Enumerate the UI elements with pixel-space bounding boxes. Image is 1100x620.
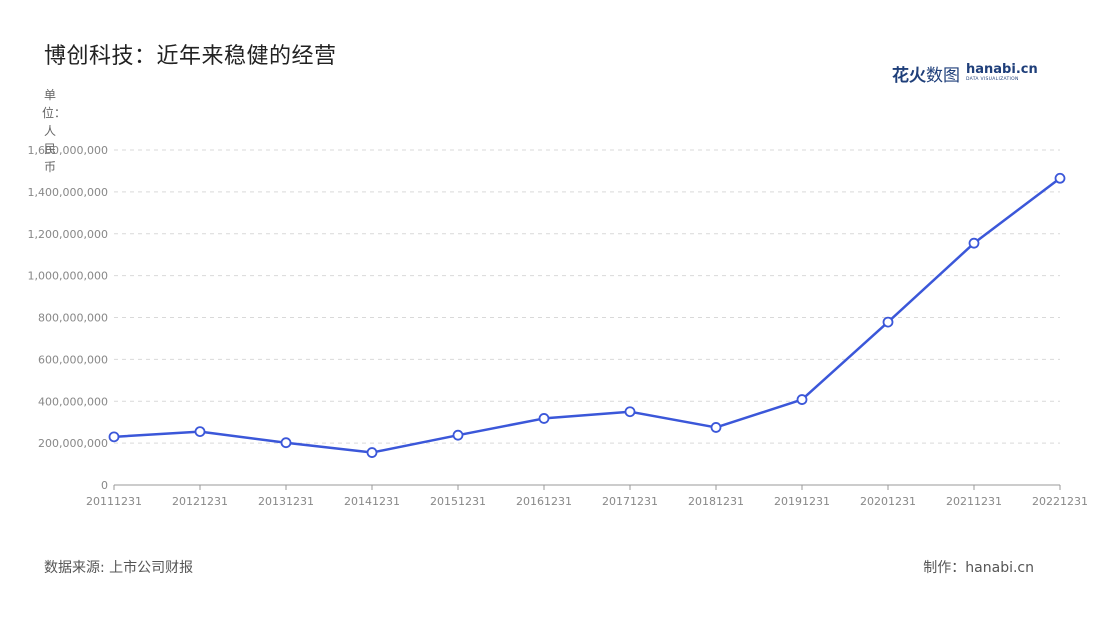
x-tick-label: 20131231 [258, 495, 314, 508]
series-line [113, 177, 1061, 454]
y-tick-label: 800,000,000 [38, 312, 108, 325]
x-tick-label: 20221231 [1032, 495, 1088, 508]
y-tick-label: 400,000,000 [38, 395, 108, 408]
y-tick-label: 1,200,000,000 [28, 228, 108, 241]
logo-en-sub: DATA VISUALIZATION [966, 77, 1019, 83]
data-point [1054, 172, 1066, 184]
y-axis-unit-label: 单位：人民币 [42, 88, 67, 174]
logo-en: hanabi.cn DATA VISUALIZATION [966, 63, 1038, 83]
credit-note: 制作：hanabi.cn [923, 560, 1034, 576]
data-point [796, 394, 808, 405]
x-tick-label: 20121231 [172, 495, 228, 508]
x-tick-label: 20161231 [516, 495, 572, 508]
logo-zh-bold: 花火 [892, 65, 926, 86]
x-tick-label: 20111231 [86, 495, 142, 508]
y-tick-label: 1,600,000,000 [28, 144, 108, 157]
y-tick-label: 0 [101, 479, 108, 492]
data-point [968, 237, 980, 249]
data-source-note: 数据来源: 上市公司财报 [44, 560, 194, 576]
data-point [710, 422, 722, 433]
data-point [280, 437, 292, 449]
y-tick-label: 1,000,000,000 [28, 270, 108, 283]
data-point [366, 447, 378, 458]
data-point [624, 406, 636, 418]
data-point [194, 426, 206, 438]
data-point [452, 429, 464, 441]
data-point [538, 413, 550, 424]
y-tick-label: 200,000,000 [38, 437, 108, 450]
x-tick-label: 20191231 [774, 495, 830, 508]
x-tick-label: 20171231 [602, 495, 658, 508]
x-tick-label: 20141231 [344, 495, 400, 508]
logo-en-main: hanabi.cn [966, 62, 1038, 78]
x-tick-label: 20211231 [946, 495, 1002, 508]
x-tick-label: 20201231 [860, 495, 916, 508]
data-point [882, 316, 894, 328]
x-tick-label: 20181231 [688, 495, 744, 508]
x-tick-label: 20151231 [430, 495, 486, 508]
y-tick-label: 600,000,000 [38, 353, 108, 366]
brand-logo: 花火数图 hanabi.cn DATA VISUALIZATION [892, 60, 1038, 86]
logo-zh-light: 数图 [926, 65, 960, 86]
logo-zh: 花火数图 [892, 61, 960, 86]
y-tick-label: 1,400,000,000 [28, 186, 108, 199]
page-title: 博创科技：近年来稳健的经营 [44, 44, 337, 69]
data-point [108, 431, 120, 443]
